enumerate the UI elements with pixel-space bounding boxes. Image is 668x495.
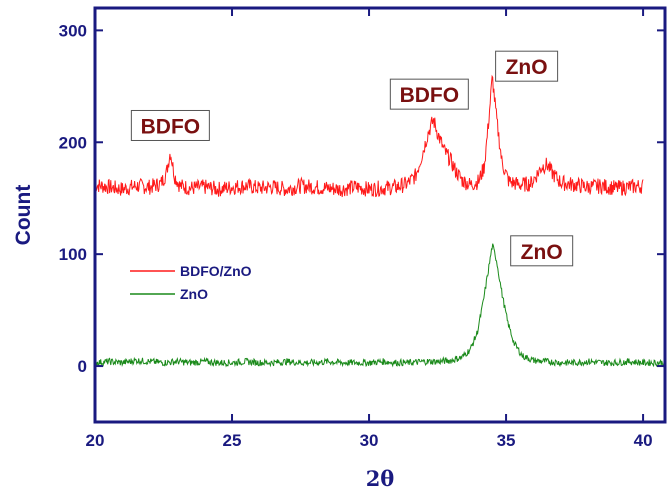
x-tick-label: 40 (634, 431, 653, 450)
y-tick-label: 0 (78, 357, 87, 376)
axis-ticks: 20 25 30 35 40 0 100 200 300 (59, 8, 665, 450)
plot-area (94, 74, 666, 368)
series-line-2 (94, 243, 666, 368)
annotation-box (130, 109, 210, 141)
x-tick-label: 30 (360, 431, 379, 450)
y-axis-title: Count (12, 185, 35, 246)
plot-frame (93, 6, 667, 424)
annotation-label: BDFO (400, 84, 460, 107)
annotation-box (495, 50, 559, 82)
annotation-box (510, 235, 574, 267)
x-tick-label: 25 (223, 431, 242, 450)
y-tick-label: 200 (59, 133, 87, 152)
legend-label: ZnO (180, 286, 208, 302)
series-line-1 (94, 74, 644, 198)
legend: BDFO/ZnO ZnO (130, 263, 252, 302)
x-axis-title: 2θ (366, 466, 395, 491)
y-tick-label: 100 (59, 245, 87, 264)
annotation-label: ZnO (521, 241, 563, 264)
annotation-box (389, 78, 469, 110)
y-tick-label: 300 (59, 21, 87, 40)
x-tick-label: 20 (86, 431, 105, 450)
legend-label: BDFO/ZnO (180, 263, 252, 279)
x-tick-label: 35 (497, 431, 516, 450)
annotation-label: ZnO (506, 56, 548, 79)
annotations: BDFO BDFO ZnO ZnO (130, 50, 574, 267)
annotation-label: BDFO (141, 115, 201, 138)
